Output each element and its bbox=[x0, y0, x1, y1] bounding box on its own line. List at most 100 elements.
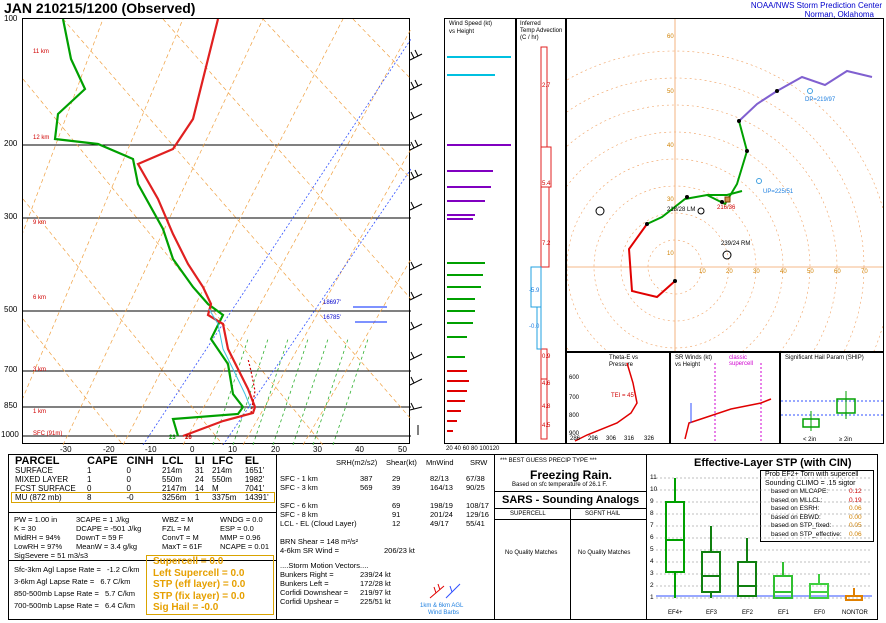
temp-label: -30 bbox=[60, 445, 72, 454]
pressure-label-850: 850 bbox=[4, 401, 18, 410]
value: 6.4 C/km bbox=[104, 601, 135, 610]
cell: 2147m bbox=[162, 484, 187, 493]
index: PW = 1.00 in bbox=[14, 515, 58, 524]
hodo-mean-label: 216/36 bbox=[717, 205, 736, 211]
label: based on ESRH: bbox=[771, 505, 820, 512]
vector-row: Corfidi Upshear = 225/51 kt bbox=[280, 597, 494, 606]
value: 5.7 C/km bbox=[104, 589, 135, 598]
skewt-diagram bbox=[23, 19, 411, 445]
vector-row: Bunkers Left = 172/28 kt bbox=[280, 579, 494, 588]
ship-chart bbox=[781, 391, 883, 431]
height-label-11km: 11 km bbox=[33, 49, 49, 55]
stp-cat-ef4: EF4+ bbox=[668, 610, 683, 616]
divider bbox=[8, 560, 276, 561]
cell: 31 bbox=[194, 466, 204, 475]
stp-title: Effective-Layer STP (with CIN) bbox=[694, 457, 852, 469]
temp-adv-bars bbox=[530, 46, 552, 440]
kin-hdr: Shear(kt) bbox=[386, 458, 417, 467]
y-label: 10 bbox=[650, 486, 658, 493]
precip-note: Based on sfc temperature of 26.1 F. bbox=[512, 482, 608, 488]
cell: 198/19 bbox=[430, 501, 453, 510]
hodo-y-label: 60 bbox=[667, 34, 674, 40]
label: based on STP_fixed: bbox=[771, 522, 832, 529]
value: 0.06 bbox=[849, 530, 862, 538]
parcel-row: SURFACE 1 0 214m 31 214m 1651' bbox=[12, 466, 274, 475]
ship-panel: Significant Hail Param (SHIP) < 2in ≥ 2i… bbox=[780, 352, 884, 444]
hodo-up-label: UP=225/51 bbox=[763, 189, 794, 195]
label: based on MLLCL: bbox=[771, 496, 823, 504]
level-label-2: 16785' bbox=[323, 315, 341, 321]
hodo-rm-label: 239/24 RM bbox=[721, 241, 751, 247]
index: FZL = M bbox=[162, 524, 190, 533]
parcel-hdr: LFC bbox=[211, 455, 234, 467]
value: 172/28 kt bbox=[360, 579, 391, 588]
index: 3CAPE = 1 J/kg bbox=[76, 515, 130, 524]
wind-speed-title: Wind Speed (kt) bbox=[449, 21, 493, 27]
label: Corfidi Downshear = bbox=[280, 588, 349, 597]
cell: 1 bbox=[87, 466, 92, 475]
kin-row: SFC - 6 km 69 198/19 108/17 bbox=[280, 501, 494, 510]
kin-row: SFC - 1 km 387 29 82/13 67/38 bbox=[280, 474, 494, 483]
precip-type: Freezing Rain. bbox=[530, 468, 613, 482]
theta-x-label: 296 bbox=[588, 436, 599, 442]
cell: 0 bbox=[87, 484, 92, 493]
parcel-row: MIXED LAYER 1 0 550m 24 550m 1982' bbox=[12, 475, 274, 484]
pressure-label-200: 200 bbox=[4, 139, 18, 148]
temp-label: -10 bbox=[145, 445, 157, 454]
stp-cat-ef2: EF2 bbox=[742, 610, 754, 616]
index: K = 30 bbox=[14, 524, 36, 533]
temp-label: -20 bbox=[103, 445, 115, 454]
y-label: 5 bbox=[650, 546, 654, 553]
index: MaxT = 61F bbox=[162, 542, 203, 551]
cell: 569 bbox=[360, 483, 373, 492]
stp-y-axis: 11 10 9 8 7 6 5 4 3 2 1 bbox=[650, 472, 657, 604]
sr-title2: vs Height bbox=[675, 362, 701, 368]
parcel-table: PARCEL CAPE CINH LCL LI LFC EL SURFACE 1 0… bbox=[11, 455, 275, 503]
theta-chart bbox=[574, 362, 638, 442]
kin-hdr: MnWind bbox=[426, 458, 454, 467]
temp-label: 30 bbox=[313, 445, 322, 454]
sr-wind-value: 206/23 kt bbox=[384, 546, 415, 555]
stp-cat-nontor: NONTOR bbox=[842, 610, 868, 616]
cell: 82/13 bbox=[430, 474, 449, 483]
hodo-lm-label: 218/28 LM bbox=[667, 207, 696, 213]
cell: 90/25 bbox=[466, 483, 485, 492]
index: MeanW = 3.4 g/kg bbox=[76, 542, 138, 551]
index: MMP = 0.96 bbox=[220, 533, 261, 542]
ship-x-label: ≥ 2in bbox=[839, 437, 852, 443]
theta-y-label: 600 bbox=[569, 375, 580, 381]
cell: 129/16 bbox=[466, 510, 489, 519]
cell: 108/17 bbox=[466, 501, 489, 510]
pressure-label-100: 100 bbox=[4, 14, 18, 23]
sr-chart bbox=[684, 363, 772, 441]
cell: SURFACE bbox=[15, 466, 53, 475]
temp-adv-title2: Temp Advection bbox=[520, 28, 563, 34]
label: 3-6km Agl Lapse Rate = bbox=[14, 577, 95, 586]
y-label: 8 bbox=[650, 510, 654, 517]
indices-col3: WBZ = M FZL = M ConvT = M MaxT = 61F bbox=[162, 515, 202, 551]
value: 0.19 bbox=[849, 496, 862, 504]
divider bbox=[494, 454, 495, 620]
cell: 14391' bbox=[244, 493, 269, 502]
cell: 7041' bbox=[244, 484, 265, 493]
left-supercell-value: Left Supercell = 0.0 bbox=[153, 567, 245, 579]
sars-col-supercell: SUPERCELL bbox=[510, 511, 546, 517]
ship-x-label: < 2in bbox=[803, 437, 817, 443]
cell: 69 bbox=[392, 501, 401, 510]
label: based on MLCAPE: bbox=[771, 488, 829, 495]
value: 0.00 bbox=[849, 513, 862, 521]
hodo-x-label: 10 bbox=[699, 269, 706, 275]
indices-col1: PW = 1.00 in K = 30 MidRH = 94% LowRH = … bbox=[14, 515, 88, 560]
cell: 387 bbox=[360, 474, 373, 483]
sfc-temp: 26 bbox=[185, 435, 192, 441]
theta-y-label: 900 bbox=[569, 431, 580, 437]
kin-row: LCL - EL (Cloud Layer) 12 49/17 55/41 bbox=[280, 519, 494, 528]
y-label: 11 bbox=[650, 474, 657, 481]
value: 6.7 C/km bbox=[100, 577, 131, 586]
label: based on STP_effective: bbox=[771, 530, 842, 538]
cell: M bbox=[211, 484, 219, 493]
sig-hail-value: Sig Hail = -0.0 bbox=[153, 602, 219, 613]
cell: SFC - 6 km bbox=[280, 501, 318, 510]
stp-cat-ef3: EF3 bbox=[706, 610, 718, 616]
height-label-12km: 12 km bbox=[33, 135, 50, 141]
